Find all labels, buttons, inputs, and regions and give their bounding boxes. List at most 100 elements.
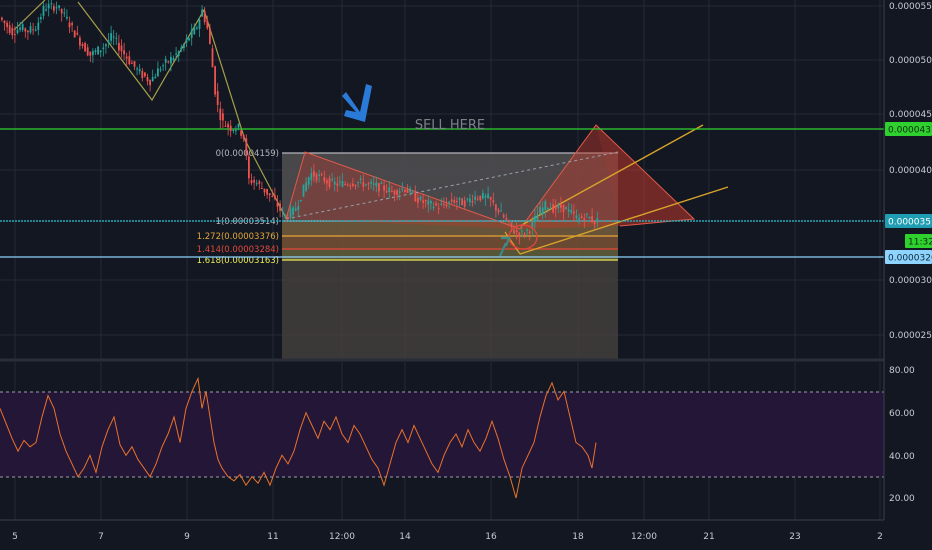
- candle-body: [435, 203, 437, 206]
- candle-body: [164, 58, 167, 63]
- y-tick-label: 0.00005000: [889, 56, 932, 66]
- price-badge: [885, 250, 932, 264]
- candle-body: [489, 196, 492, 200]
- x-tick-label: 5: [12, 532, 18, 542]
- candle-body: [253, 180, 255, 183]
- candle-body: [29, 26, 32, 33]
- x-tick-label: 2: [877, 532, 883, 542]
- candle-body: [596, 218, 599, 223]
- dashed-trendline: [285, 151, 619, 220]
- candle-body: [292, 207, 294, 215]
- candle-body: [128, 56, 131, 65]
- wedge-line-join: [504, 231, 521, 255]
- x-tick-label: 21: [703, 532, 714, 542]
- candle-body: [214, 66, 216, 95]
- candle-body: [149, 79, 151, 86]
- candle-body: [521, 230, 523, 232]
- fib-zone-1272-1414: [282, 235, 618, 250]
- candle-body: [110, 33, 112, 41]
- candle-body: [365, 184, 367, 186]
- candle-body: [232, 130, 235, 132]
- candle-body: [242, 134, 245, 139]
- candle-body: [518, 232, 521, 237]
- candle-body: [19, 27, 21, 30]
- rsi-band-fill: [0, 392, 884, 477]
- candle-body: [188, 38, 190, 41]
- candle-body: [86, 47, 89, 56]
- candle-body: [162, 65, 164, 67]
- candle-body: [279, 203, 281, 211]
- candle-body: [144, 72, 146, 77]
- candle-body: [133, 61, 136, 67]
- candle-body: [557, 204, 560, 209]
- candle-body: [255, 183, 258, 185]
- candle-body: [79, 37, 81, 46]
- candle-body: [276, 202, 279, 207]
- candle-body: [359, 178, 362, 181]
- candle-body: [115, 37, 118, 39]
- x-tick-label: 23: [789, 532, 800, 542]
- candle-body: [201, 9, 203, 17]
- candle-body: [482, 193, 484, 199]
- candle-body: [222, 113, 224, 121]
- candle-body: [73, 30, 76, 38]
- candle-body: [549, 208, 552, 210]
- candle-body: [193, 27, 196, 35]
- candle-body: [24, 28, 27, 32]
- candle-body: [461, 198, 463, 206]
- candle-body: [185, 38, 188, 43]
- candle-body: [266, 189, 268, 195]
- price-badge-label: 0.00003513: [888, 218, 932, 228]
- candle-body: [580, 216, 583, 219]
- candle-body: [305, 182, 307, 191]
- candle-body: [409, 188, 411, 193]
- price-axis-bg: [884, 0, 932, 550]
- candle-body: [570, 210, 573, 213]
- candle-body: [432, 206, 435, 208]
- fib-label: 1.414(0.00003284): [197, 245, 279, 255]
- x-tick-label: 18: [572, 532, 584, 542]
- y-tick-label: 0.00005500: [889, 2, 932, 12]
- candle-body: [593, 221, 596, 224]
- candle-body: [406, 189, 409, 193]
- candle-body: [237, 123, 240, 128]
- candle-body: [294, 208, 297, 211]
- candle-body: [45, 9, 47, 11]
- candle-body: [456, 200, 458, 203]
- fib-zone-1-1272: [282, 221, 618, 235]
- candle-body: [430, 200, 432, 204]
- candle-body: [224, 125, 227, 127]
- candle-body: [216, 91, 219, 105]
- candle-body: [235, 129, 237, 131]
- harmonic-outline: [285, 124, 696, 230]
- candle-body: [515, 229, 518, 233]
- candle-body: [76, 32, 79, 35]
- candle-body: [526, 229, 528, 231]
- candle-body: [437, 208, 440, 210]
- zigzag-line: [13, 0, 46, 31]
- candle-body: [219, 108, 222, 121]
- candle-body: [419, 196, 422, 200]
- candle-body: [1, 17, 3, 20]
- candle-body: [450, 199, 453, 202]
- candle-body: [167, 61, 170, 63]
- candle-body: [55, 7, 58, 9]
- candle-body: [47, 4, 50, 9]
- candle-body: [94, 50, 97, 52]
- candle-body: [502, 214, 505, 218]
- candle-body: [383, 185, 385, 191]
- candle-body: [539, 207, 541, 215]
- price-badge: [905, 234, 932, 248]
- drawings-layer: 0(0.00004159) 1(0.00003514) 1.272(0.000033…: [0, 0, 884, 359]
- candle-body: [474, 196, 476, 200]
- harmonic-triangle-3: [596, 125, 694, 226]
- candle-body: [479, 195, 482, 201]
- candle-body: [391, 190, 393, 192]
- candle-body: [487, 193, 489, 198]
- x-tick-label: 7: [98, 532, 104, 542]
- candle-body: [398, 191, 401, 193]
- x-tick-label: 14: [399, 532, 411, 542]
- candle-body: [263, 188, 266, 193]
